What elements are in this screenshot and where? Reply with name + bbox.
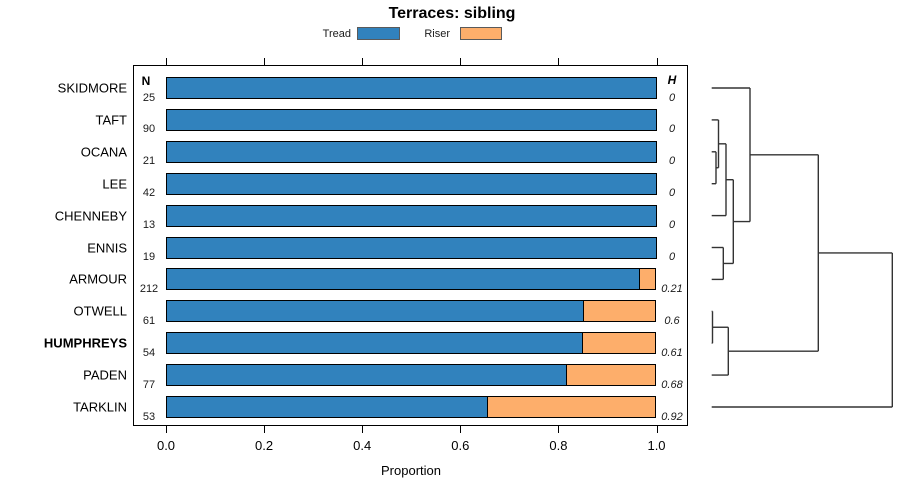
x-axis-tick	[460, 426, 462, 433]
legend-label-tread: Tread	[322, 28, 351, 40]
n-value: 42	[142, 187, 156, 200]
legend-label-riser: Riser	[424, 28, 450, 40]
bar-segment-tread	[166, 204, 657, 227]
h-value: 0	[668, 219, 676, 232]
row-label: LEE	[102, 176, 127, 192]
bar-segment-tread	[166, 172, 657, 195]
bar-segment-riser	[486, 396, 657, 418]
h-value: 0	[668, 187, 676, 200]
bar-segment-tread	[166, 108, 657, 131]
n-value: 90	[142, 123, 156, 136]
bar-segment-riser	[638, 268, 657, 291]
x-axis-top-tick	[166, 58, 167, 65]
bar-segment-riser	[566, 364, 657, 387]
x-axis-tick	[656, 426, 658, 433]
n-value: 212	[139, 282, 159, 295]
h-value: 0	[668, 91, 676, 104]
row-label: ENNIS	[87, 240, 127, 255]
x-axis-tick-label: 0.0	[156, 438, 176, 453]
row-label: TAFT	[95, 112, 127, 128]
row-label: ARMOUR	[69, 271, 127, 287]
x-axis-tick-label: 0.8	[549, 438, 568, 453]
n-value: 19	[142, 251, 156, 263]
n-value: 61	[142, 314, 156, 327]
h-value: 0.61	[661, 346, 683, 359]
x-axis-tick	[362, 426, 364, 433]
x-axis-tick	[264, 426, 266, 433]
h-value: 0.68	[661, 378, 683, 391]
n-value: 13	[142, 219, 156, 232]
x-axis-title: Proportion	[381, 463, 441, 478]
x-axis-top-tick	[460, 58, 462, 65]
row-label: SKIDMORE	[57, 80, 127, 96]
row-label: TARKLIN	[73, 399, 127, 415]
n-value: 54	[142, 346, 156, 359]
legend-swatch-riser-icon	[460, 27, 502, 40]
bar-segment-tread	[166, 140, 657, 163]
x-axis-top-tick	[558, 58, 560, 65]
x-axis-tick-label: 1.0	[647, 438, 666, 453]
legend-swatch-tread-icon	[357, 27, 400, 40]
h-value: 0	[668, 123, 676, 136]
x-axis-tick	[166, 426, 167, 433]
x-axis-tick-label: 0.2	[255, 438, 274, 453]
n-value: 21	[142, 155, 156, 168]
column-header-n: N	[141, 74, 151, 88]
x-axis-tick-label: 0.6	[451, 438, 470, 453]
chart-title: Terraces: sibling	[388, 5, 516, 22]
row-label: OTWELL	[73, 303, 127, 319]
h-value: 0	[668, 155, 676, 168]
x-axis-top-tick	[656, 58, 658, 65]
x-axis-top-tick	[362, 58, 364, 65]
row-label: PADEN	[83, 367, 127, 383]
h-value: 0.21	[661, 282, 683, 295]
n-value: 53	[142, 410, 156, 423]
row-label: OCANA	[80, 144, 127, 160]
n-value: 77	[142, 378, 156, 391]
row-label: HUMPHREYS	[43, 335, 127, 351]
x-axis-tick	[558, 426, 560, 433]
n-value: 25	[142, 91, 156, 104]
row-label: CHENNEBY	[54, 208, 127, 224]
bar-segment-riser	[582, 332, 657, 355]
bar-segment-tread	[166, 77, 657, 99]
x-axis-top-tick	[264, 58, 266, 65]
bar-segment-riser	[583, 300, 657, 323]
column-header-h: H	[667, 73, 677, 87]
bar-segment-tread	[166, 236, 657, 259]
h-value: 0.92	[661, 410, 683, 423]
x-axis-tick-label: 0.4	[353, 438, 372, 453]
h-value: 0.6	[664, 314, 680, 327]
h-value: 0	[668, 251, 676, 263]
